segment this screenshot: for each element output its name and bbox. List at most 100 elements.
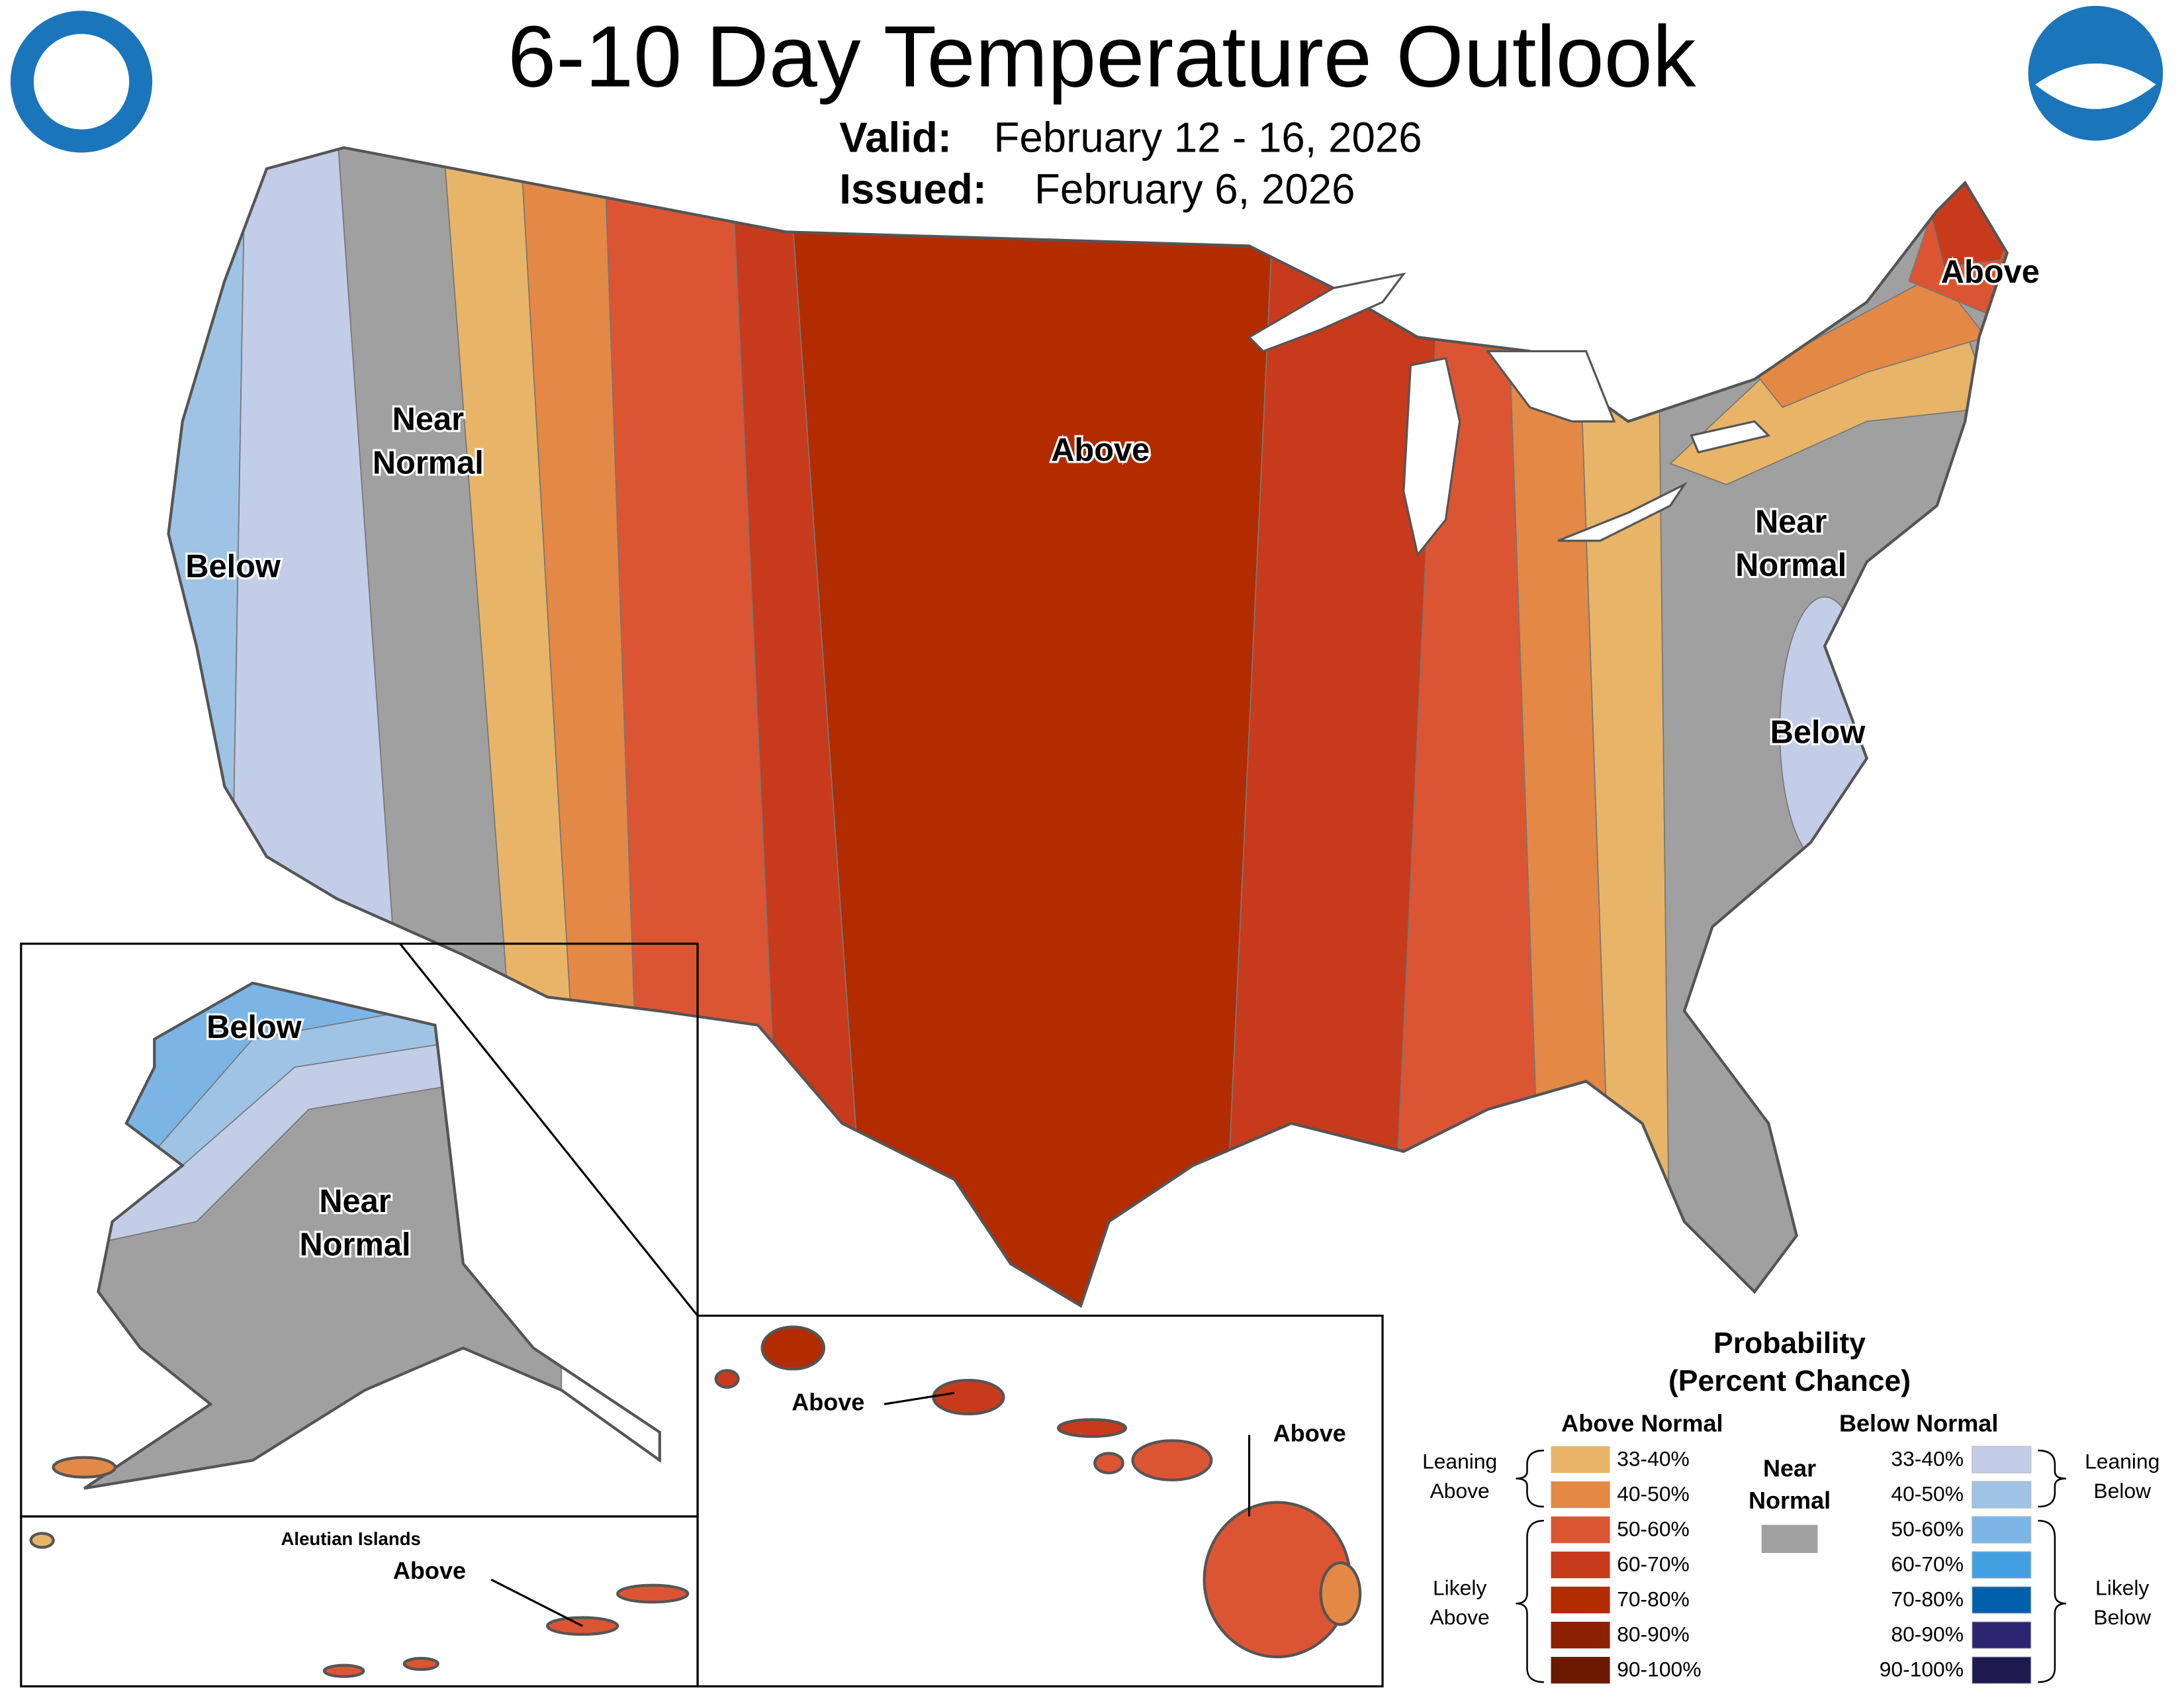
map-label: Above: [1941, 254, 2040, 290]
noaa-gull: [2035, 63, 2156, 109]
island: [322, 1664, 365, 1678]
brace: [1516, 1449, 1544, 1508]
legend-header: Below Normal: [1839, 1410, 1998, 1437]
map-label: Above: [1273, 1419, 1346, 1446]
island: [760, 1325, 826, 1371]
legend-label: 33-40%: [1617, 1446, 1690, 1470]
map-label: Below: [206, 1009, 302, 1045]
inset-title: Aleutian Islands: [281, 1528, 421, 1549]
legend-group-label: Leaning: [2085, 1450, 2160, 1474]
issued-label: Issued:: [839, 166, 987, 213]
valid-dates: February 12 - 16, 2026: [994, 114, 1422, 161]
legend-swatch: [1972, 1621, 2032, 1649]
legend-swatch: [1551, 1586, 1610, 1614]
legend-group-label: Below: [2093, 1479, 2152, 1503]
lake-michigan: [1402, 357, 1461, 557]
legend-swatch: [1972, 1516, 2032, 1544]
legend-swatch: [1551, 1481, 1610, 1509]
legend-swatch: [1551, 1621, 1610, 1649]
legend-group-label: Likely: [2095, 1576, 2149, 1600]
legend-group-label: Leaning: [1422, 1450, 1497, 1474]
legend-label: 40-50%: [1891, 1481, 1964, 1505]
issued-date: February 6, 2026: [1034, 166, 1355, 213]
legend-swatch: [1972, 1586, 2032, 1614]
island: [402, 1656, 439, 1671]
island: [932, 1379, 1005, 1416]
outlook-band: [1220, 148, 1447, 1306]
map-label: Normal: [373, 445, 484, 481]
legend-swatch: [1972, 1446, 2032, 1474]
brace: [2038, 1449, 2066, 1508]
outlook-band: [729, 148, 871, 1306]
island: [1319, 1561, 1362, 1626]
islands: [29, 1325, 1362, 1678]
legend-near-label: Near: [1763, 1454, 1816, 1481]
outlook-band: [1571, 148, 1671, 1306]
conus-outline: [167, 146, 2009, 1308]
legend-label: 70-80%: [1617, 1587, 1690, 1611]
hawaii-box: [696, 1315, 1384, 1688]
legend-swatch: [1972, 1551, 2032, 1579]
legend-group-label: Likely: [1433, 1576, 1486, 1600]
legend-label: 90-100%: [1880, 1658, 1964, 1681]
brace: [2038, 1519, 2066, 1683]
legend-label: 70-80%: [1891, 1587, 1964, 1611]
legend-label: 80-90%: [1891, 1622, 1964, 1646]
island: [1131, 1439, 1213, 1481]
leader: [490, 1578, 583, 1627]
map-label: Below: [185, 549, 281, 585]
doc-seal-inner: [33, 34, 130, 130]
legend-label: 90-100%: [1617, 1658, 1701, 1681]
outlook-band: [1388, 148, 1545, 1306]
island: [52, 1456, 117, 1479]
leader-lines: [490, 1391, 1251, 1627]
map-label: Near: [392, 402, 464, 438]
title: 6-10 Day Temperature Outlook: [508, 8, 1696, 105]
lake-superior: [1247, 272, 1406, 353]
legend-swatch: [1551, 1551, 1610, 1579]
legend-label: 80-90%: [1617, 1622, 1690, 1646]
legend-label: 50-60%: [1617, 1517, 1690, 1540]
legend-swatch: [1972, 1481, 2032, 1509]
legend-swatch: [1972, 1656, 2032, 1684]
map-label: Above: [792, 1389, 864, 1416]
legend-swatch: [1551, 1516, 1610, 1544]
map-label: Normal: [1735, 547, 1846, 583]
island: [1093, 1452, 1124, 1475]
leader: [884, 1391, 955, 1405]
inset-frames: [20, 942, 1384, 1688]
brace: [1516, 1519, 1544, 1683]
map-label: Below: [1770, 714, 1866, 750]
map-label: Above: [393, 1557, 466, 1584]
legend-group-label: Above: [1430, 1605, 1490, 1629]
legend-title: (Percent Chance): [1668, 1365, 1911, 1397]
island: [1056, 1418, 1128, 1438]
map-label: Above: [1051, 432, 1150, 468]
legend-label: 50-60%: [1891, 1517, 1964, 1540]
legend-braces: [1516, 1449, 2066, 1683]
outlook-band: [1753, 273, 1987, 408]
island: [714, 1369, 740, 1389]
legend-label: 60-70%: [1891, 1552, 1964, 1576]
legend-swatch: [1761, 1524, 1818, 1554]
valid-label: Valid:: [839, 114, 952, 161]
legend-label: 40-50%: [1617, 1481, 1690, 1505]
map-label: Near: [319, 1184, 390, 1219]
lake-ontario: [1690, 420, 1771, 454]
legend-header: Above Normal: [1561, 1410, 1723, 1437]
great-lakes: [1247, 272, 1771, 557]
labels: 6-10 Day Temperature Outlook Valid: Februa…: [183, 8, 2160, 1684]
alaska-outline: [83, 981, 661, 1490]
lake-huron: [1485, 350, 1616, 423]
legend-swatch: [1551, 1446, 1610, 1474]
legend-title: Probability: [1713, 1327, 1866, 1360]
seals: [6, 5, 2163, 157]
legend-label: 33-40%: [1891, 1446, 1964, 1470]
outlook-band: [1501, 148, 1615, 1306]
outlook-band: [785, 148, 1278, 1306]
legend-group-label: Below: [2093, 1605, 2152, 1629]
island: [616, 1583, 690, 1604]
map-label: Normal: [300, 1227, 411, 1263]
legend-near-label: Normal: [1749, 1487, 1831, 1514]
